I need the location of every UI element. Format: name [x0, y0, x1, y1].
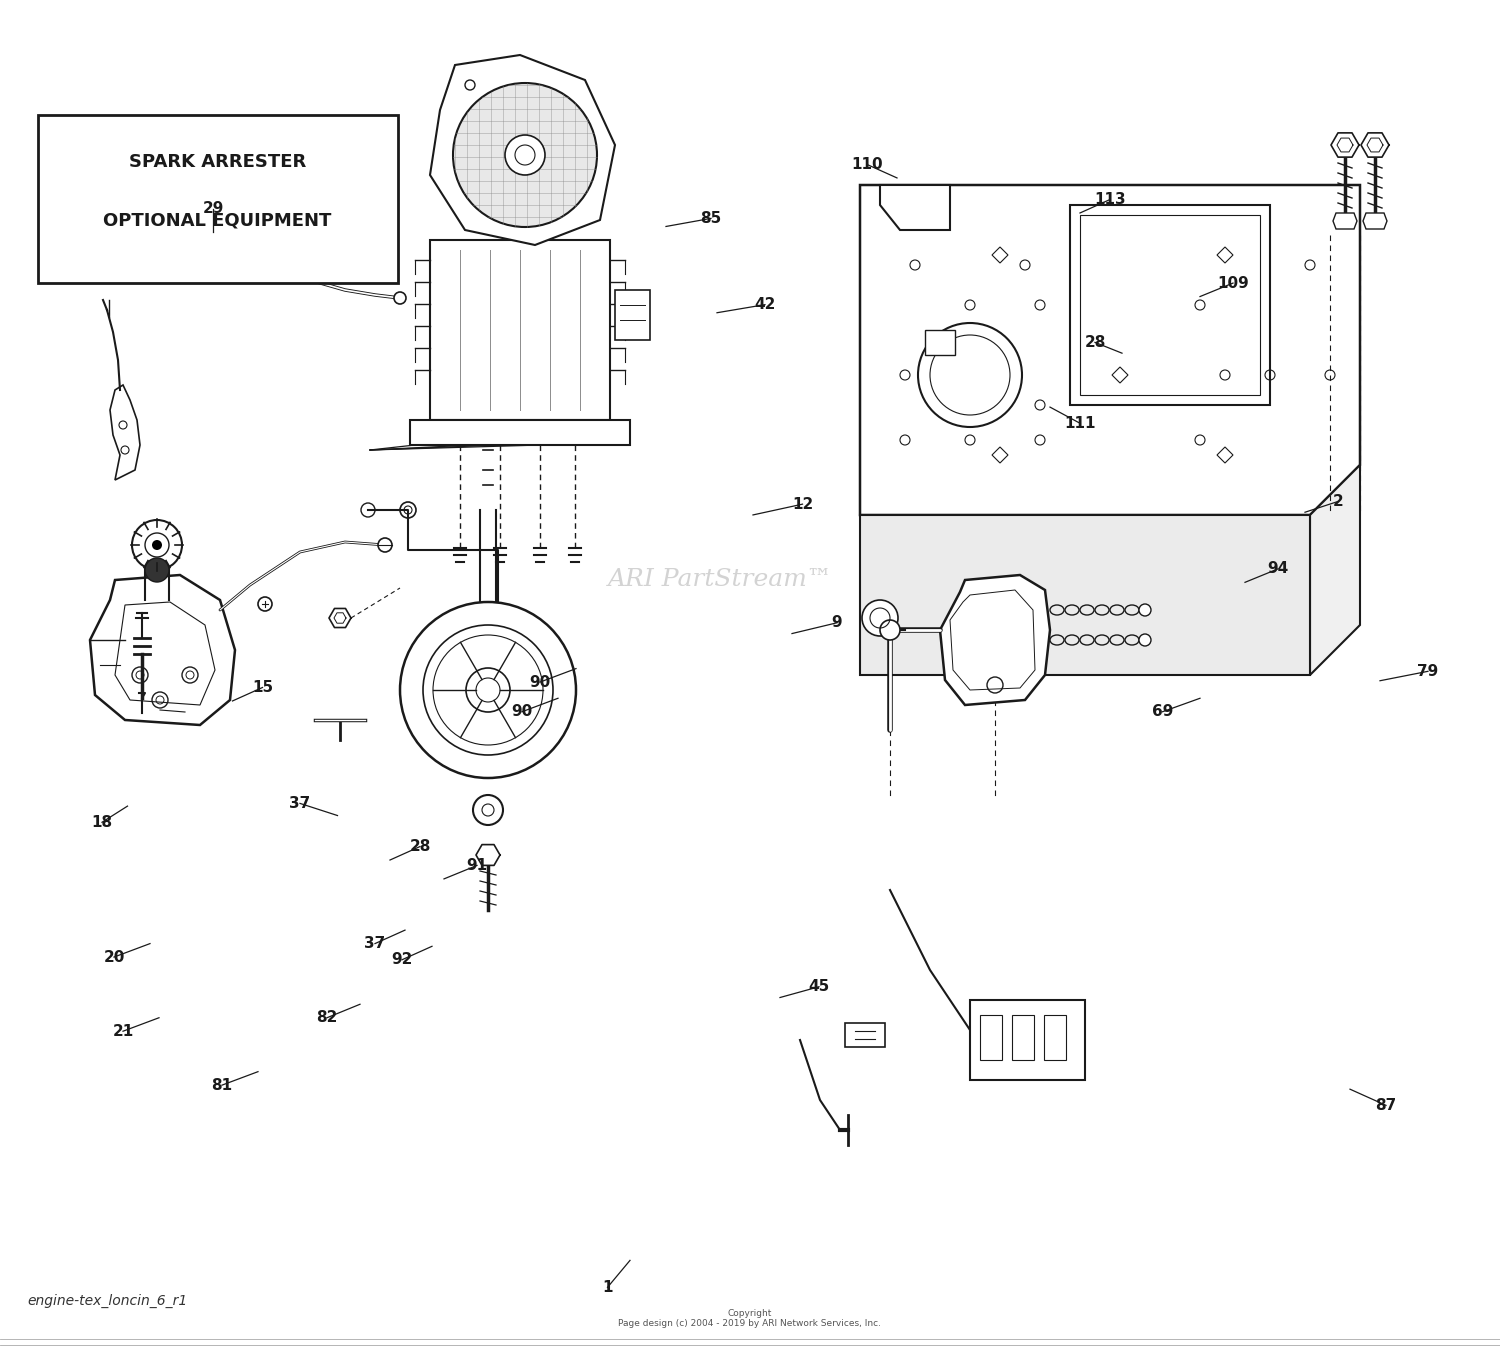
Polygon shape	[476, 845, 500, 865]
Text: 94: 94	[1268, 561, 1288, 577]
Text: 109: 109	[1216, 275, 1249, 291]
Bar	[926, 330, 956, 355]
Circle shape	[506, 135, 544, 175]
Polygon shape	[1310, 465, 1360, 675]
Text: 82: 82	[316, 1010, 338, 1026]
Text: ARI PartStream™: ARI PartStream™	[608, 568, 832, 592]
Circle shape	[132, 520, 182, 570]
Circle shape	[258, 597, 272, 611]
Circle shape	[400, 603, 576, 778]
Text: 79: 79	[1418, 663, 1438, 679]
Bar	[980, 1015, 1002, 1060]
Text: 37: 37	[364, 936, 386, 952]
Text: 110: 110	[850, 156, 883, 173]
Text: Copyright
Page design (c) 2004 - 2019 by ARI Network Services, Inc.: Copyright Page design (c) 2004 - 2019 by…	[618, 1309, 882, 1328]
Polygon shape	[1364, 213, 1388, 229]
Text: 91: 91	[466, 857, 488, 874]
Bar	[430, 240, 610, 421]
Text: engine-tex_loncin_6_r1: engine-tex_loncin_6_r1	[27, 1294, 188, 1308]
Text: 28: 28	[410, 838, 430, 855]
Text: 15: 15	[252, 679, 273, 696]
Polygon shape	[1330, 133, 1359, 158]
Bar	[1013, 1015, 1034, 1060]
Bar	[970, 1000, 1084, 1080]
Polygon shape	[859, 185, 1360, 515]
Bar	[1070, 205, 1270, 404]
Text: 92: 92	[392, 952, 412, 968]
Circle shape	[1138, 634, 1150, 646]
Circle shape	[466, 669, 510, 712]
Text: 90: 90	[512, 704, 532, 720]
Bar	[1044, 1015, 1066, 1060]
Text: 37: 37	[290, 795, 310, 811]
Text: 12: 12	[792, 496, 813, 512]
Polygon shape	[1334, 213, 1358, 229]
Bar	[615, 290, 650, 340]
Text: 2: 2	[1332, 493, 1344, 510]
Polygon shape	[430, 55, 615, 245]
Text: 113: 113	[1094, 191, 1126, 208]
Circle shape	[862, 600, 898, 636]
Polygon shape	[328, 608, 351, 628]
Text: 42: 42	[754, 297, 776, 313]
Polygon shape	[1360, 133, 1389, 158]
Text: 85: 85	[700, 210, 721, 226]
Text: 9: 9	[831, 615, 843, 631]
Polygon shape	[859, 515, 1310, 675]
Text: 21: 21	[112, 1023, 134, 1039]
Circle shape	[880, 620, 900, 640]
Text: 18: 18	[92, 814, 112, 830]
Text: 45: 45	[808, 979, 830, 995]
Text: 28: 28	[1084, 334, 1106, 350]
Bar	[38, 115, 398, 283]
Circle shape	[152, 541, 162, 550]
Text: 1: 1	[602, 1279, 612, 1295]
Circle shape	[378, 538, 392, 551]
Text: 81: 81	[211, 1077, 232, 1093]
Polygon shape	[410, 421, 630, 445]
Polygon shape	[110, 386, 140, 480]
Text: 111: 111	[1065, 415, 1095, 431]
Text: 90: 90	[530, 674, 550, 690]
Bar	[844, 1023, 885, 1047]
Polygon shape	[90, 576, 236, 725]
Circle shape	[146, 558, 170, 582]
Polygon shape	[940, 576, 1050, 705]
Text: 29: 29	[202, 201, 223, 217]
Circle shape	[1138, 604, 1150, 616]
Circle shape	[453, 84, 597, 226]
Text: 20: 20	[104, 949, 125, 965]
Polygon shape	[880, 185, 950, 231]
Text: SPARK ARRESTER: SPARK ARRESTER	[129, 152, 306, 171]
Text: 69: 69	[1152, 704, 1173, 720]
Bar	[1080, 214, 1260, 395]
Text: 87: 87	[1376, 1097, 1396, 1113]
Circle shape	[465, 80, 476, 90]
Circle shape	[394, 293, 406, 305]
Circle shape	[918, 324, 1022, 427]
Circle shape	[146, 532, 170, 557]
Text: OPTIONAL EQUIPMENT: OPTIONAL EQUIPMENT	[104, 212, 332, 229]
